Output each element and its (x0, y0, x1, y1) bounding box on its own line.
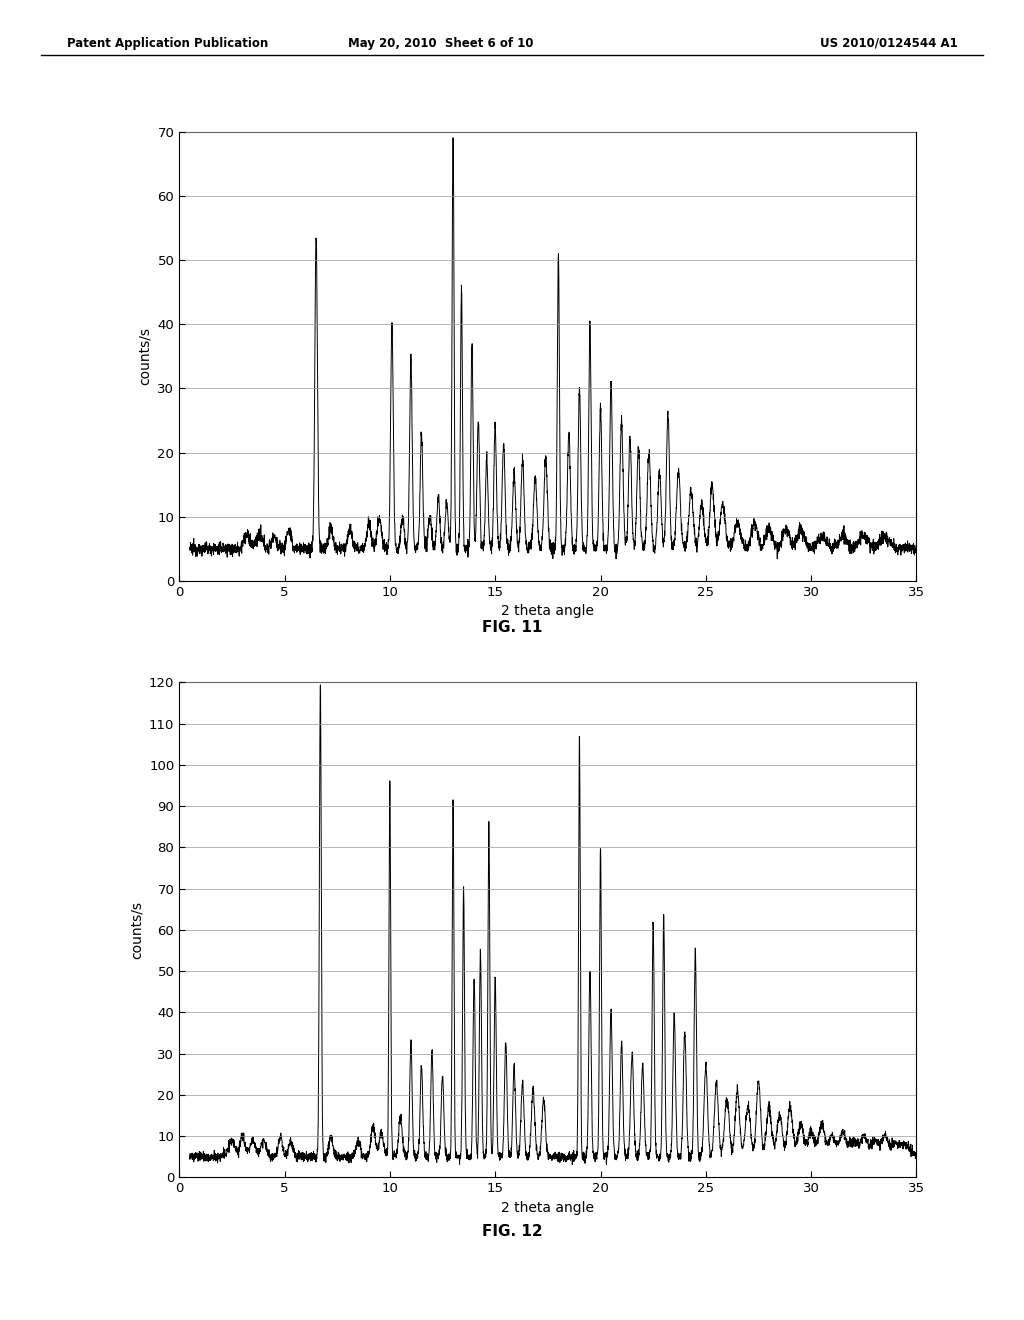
Text: FIG. 12: FIG. 12 (481, 1224, 543, 1238)
Text: US 2010/0124544 A1: US 2010/0124544 A1 (819, 37, 957, 50)
Y-axis label: counts/s: counts/s (129, 902, 143, 958)
Text: Patent Application Publication: Patent Application Publication (67, 37, 268, 50)
Y-axis label: counts/s: counts/s (138, 327, 152, 385)
Text: May 20, 2010  Sheet 6 of 10: May 20, 2010 Sheet 6 of 10 (347, 37, 534, 50)
X-axis label: 2 theta angle: 2 theta angle (502, 1201, 594, 1214)
Text: FIG. 11: FIG. 11 (482, 620, 542, 635)
X-axis label: 2 theta angle: 2 theta angle (502, 605, 594, 618)
